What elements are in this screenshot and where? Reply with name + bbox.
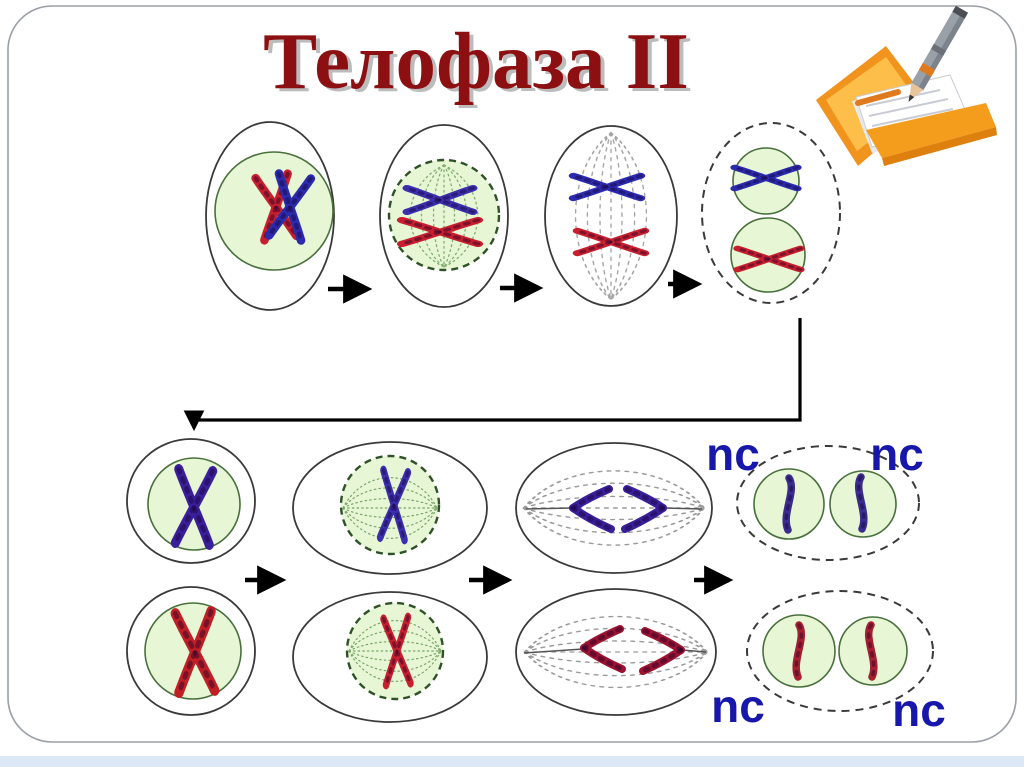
- page-title: Телофаза II: [263, 16, 689, 106]
- cell-prophase-2-top: [126, 438, 256, 564]
- cell-anaphase-2-bottom: [515, 588, 717, 716]
- elbow-connector-arrow: [183, 318, 802, 432]
- spindle-region: [339, 454, 441, 556]
- cell-anaphase-2-top: [515, 442, 713, 574]
- cell-anaphase-1: [544, 125, 678, 307]
- cell-prophase-1: [205, 121, 335, 311]
- cell-prophase-2-bottom: [126, 586, 256, 716]
- daughter-nucleus: [730, 217, 806, 293]
- cell-metaphase-2-bottom: [292, 591, 488, 723]
- cell-telophase-2-top: [736, 445, 920, 561]
- cell-metaphase-1: [379, 124, 509, 308]
- nc-label-top-right: nc: [870, 428, 924, 480]
- cell-metaphase-2-top: [292, 441, 488, 575]
- folder-front-lip: [866, 103, 996, 158]
- nc-label-bottom-left: nc: [711, 680, 765, 732]
- page-title-shadow: Телофаза II: [267, 19, 693, 109]
- folder-front-edge: [882, 127, 997, 166]
- pencil-icon: [908, 5, 969, 102]
- cell-telophase-2-bottom: [746, 590, 934, 712]
- nc-label-top-left: nc: [706, 428, 760, 480]
- cell-telophase-1: [701, 122, 841, 304]
- notepad-pencil-icon: [816, 5, 997, 166]
- nc-label-bottom-right: nc: [892, 684, 946, 736]
- slide-frame: [7, 5, 1017, 743]
- small-pencil-on-paper: [855, 89, 901, 106]
- bottom-strip: [0, 756, 1024, 767]
